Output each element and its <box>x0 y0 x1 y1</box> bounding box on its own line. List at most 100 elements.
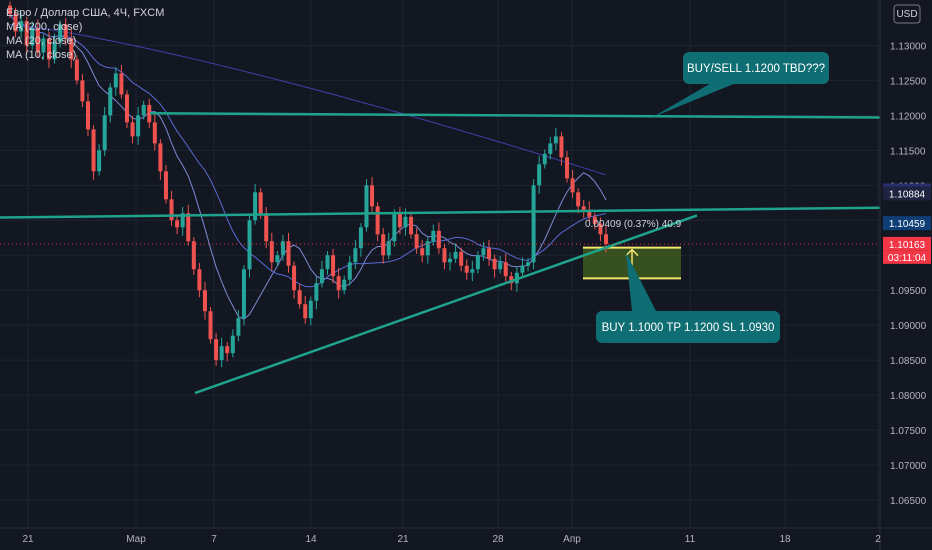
price-badge <box>883 236 931 251</box>
symbol-title[interactable]: Евро / Доллар США, 4Ч, FXCM <box>6 7 165 19</box>
price-badge-label: 1.10459 <box>889 219 926 230</box>
price-tick-label: 1.06500 <box>890 496 927 507</box>
top-callout: BUY/SELL 1.1200 TBD??? <box>652 52 829 118</box>
candle-body <box>386 241 391 256</box>
ma-200-line <box>9 24 607 176</box>
time-tick-label: 21 <box>397 534 409 545</box>
ma-10-label[interactable]: MA (10, close) <box>6 49 77 61</box>
candle-body <box>46 38 51 60</box>
candle-body <box>409 216 414 235</box>
price-badge-label: 1.10163 <box>889 240 926 251</box>
candle-body <box>214 339 219 361</box>
price-tick-label: 1.07500 <box>890 426 927 437</box>
price-badge <box>883 186 931 201</box>
ma-20-label[interactable]: MA (20, close) <box>6 35 77 47</box>
candle-body <box>325 255 330 270</box>
top-callout-text: BUY/SELL 1.1200 TBD??? <box>687 63 825 75</box>
candle-body <box>30 27 35 46</box>
candle-body <box>509 276 514 284</box>
candle-body <box>219 346 224 361</box>
candle-body <box>58 24 63 42</box>
price-axis-bg <box>880 0 932 550</box>
candle-body <box>448 258 453 263</box>
candle-body <box>225 346 230 354</box>
candle-body <box>85 101 90 130</box>
ma-20-line <box>9 13 607 288</box>
bottom-callout: BUY 1.1000 TP 1.1200 SL 1.0930 <box>596 252 780 343</box>
candle-body <box>481 248 486 256</box>
candle-body <box>492 258 497 270</box>
candle-body <box>41 38 46 53</box>
candle-body <box>258 192 263 214</box>
candle-body <box>459 251 464 266</box>
price-tick-label: 1.07000 <box>890 461 927 472</box>
candle-body <box>292 265 297 291</box>
candle-body <box>303 304 308 319</box>
candle-body <box>336 276 341 291</box>
candle-body <box>130 122 135 137</box>
candle-body <box>475 255 480 270</box>
candle-body <box>180 213 185 228</box>
time-tick-label: 21 <box>22 534 34 545</box>
candle-body <box>102 115 107 151</box>
candles <box>8 1 608 368</box>
candle-body <box>364 185 369 228</box>
candle-body <box>35 27 40 53</box>
price-tick-label: 1.13000 <box>890 41 927 52</box>
candle-body <box>420 248 425 256</box>
bottom-callout-pointer <box>626 252 656 311</box>
candle-body <box>431 230 436 242</box>
middle-level-line <box>0 206 881 219</box>
candle-body <box>80 80 85 102</box>
candle-body <box>63 24 68 39</box>
time-tick-label: Мар <box>126 534 146 545</box>
price-tick-label: 1.08000 <box>890 391 927 402</box>
candle-body <box>587 209 592 217</box>
zone-arrow-head <box>625 248 639 257</box>
candle-body <box>308 300 313 319</box>
trade-zone-layer <box>583 246 681 280</box>
countdown-badge <box>883 250 931 264</box>
bottom-callout-box <box>596 311 780 343</box>
candle-body <box>113 73 118 88</box>
time-axis: 21 Мар 7 14 21 28 Апр 11 18 2 <box>0 527 932 545</box>
candle-body <box>169 199 174 221</box>
candle-body <box>147 104 152 123</box>
rising-trendline <box>194 214 698 395</box>
candle-body <box>230 335 235 354</box>
candle-body <box>347 262 352 280</box>
candle-body <box>319 269 324 284</box>
candle-body <box>186 213 191 242</box>
candle-body <box>598 223 603 235</box>
candle-body <box>542 153 547 165</box>
candle-body <box>208 311 213 340</box>
price-badge-label: 1.10884 <box>889 189 926 200</box>
candle-body <box>559 136 564 158</box>
candle-body <box>297 290 302 305</box>
candle-body <box>375 206 380 235</box>
time-tick-label: Апр <box>563 534 581 545</box>
candle-body <box>565 157 570 179</box>
candle-body <box>470 269 475 273</box>
candle-body <box>119 73 124 95</box>
annotations: 0.00409 (0.37%) 40.9 BUY/SELL 1.1200 TBD?… <box>585 52 829 343</box>
candle-body <box>91 129 96 172</box>
candle-body <box>124 94 129 123</box>
candle-body <box>342 279 347 291</box>
price-tick-label: 1.11500 <box>890 146 926 157</box>
price-tick-label: 1.09000 <box>890 321 927 332</box>
ma-200-label[interactable]: MA (200, close) <box>6 21 83 33</box>
candle-body <box>370 185 375 207</box>
candle-body <box>531 185 536 263</box>
chart-legend: Евро / Доллар США, 4Ч, FXCM MA (200, clo… <box>6 6 164 62</box>
candle-body <box>487 248 492 259</box>
currency-badge-label: USD <box>896 9 917 20</box>
countdown-label: 03:11:04 <box>888 253 927 264</box>
candle-body <box>197 269 202 291</box>
candle-body <box>537 164 542 186</box>
bottom-callout-text: BUY 1.1000 TP 1.1200 SL 1.0930 <box>602 322 775 334</box>
candle-body <box>163 171 168 200</box>
price-tick-label: 1.12500 <box>890 76 927 87</box>
currency-badge <box>893 4 921 24</box>
